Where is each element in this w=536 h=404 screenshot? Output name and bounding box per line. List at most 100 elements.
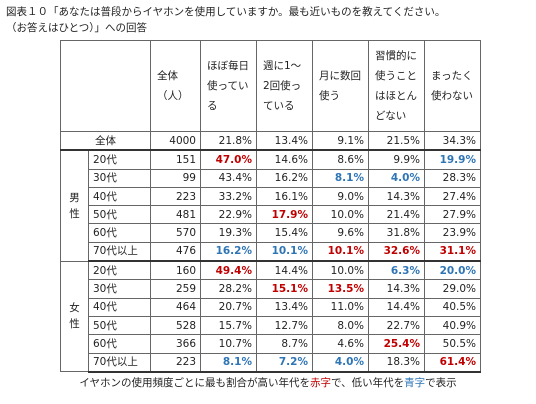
row-label: 70代以上: [88, 352, 151, 373]
note-part: 赤字: [310, 377, 332, 389]
cell: 4.0%: [312, 352, 369, 373]
row-label: 60代: [88, 223, 151, 243]
cell: 21.8%: [200, 131, 257, 152]
cell: 32.6%: [368, 241, 425, 263]
corner: [60, 40, 151, 132]
cell: 49.4%: [200, 260, 257, 281]
header-row: 全体（人） ほぼ毎日使っている 週に1～2回使っている 月に数回使う 習慣的に使うことは…: [60, 40, 481, 132]
data-row: 40代 464 20.7% 13.4% 11.0% 14.4% 40.5%: [61, 297, 481, 317]
cell: 366: [150, 334, 201, 354]
cell: 50.5%: [424, 334, 481, 354]
cell: 43.4%: [200, 168, 257, 188]
cell: 17.9%: [256, 205, 313, 225]
row-label: 40代: [88, 297, 151, 317]
cell: 23.9%: [424, 223, 481, 243]
table: 全体（人） ほぼ毎日使っている 週に1～2回使っている 月に数回使う 習慣的に使うことは…: [60, 40, 481, 373]
cell: 8.7%: [256, 334, 313, 354]
data-row: 60代 570 19.3% 15.4% 9.6% 31.8% 23.9%: [61, 223, 481, 243]
data-row: 女性 20代 160 49.4% 14.4% 10.0% 6.3% 20.0%: [60, 260, 481, 373]
note-part: イヤホンの使用頻度ごとに最も割合が高い年代を: [79, 377, 311, 389]
cell: 8.1%: [200, 352, 257, 373]
row-label: 60代: [88, 334, 151, 354]
cell: 16.2%: [256, 168, 313, 188]
row-label: 40代: [88, 186, 151, 207]
data-row: 男性 20代 151 47.0% 14.6% 8.6% 9.9% 19.9%: [60, 149, 481, 262]
cell: 160: [150, 260, 201, 281]
column-header: 週に1～2回使っている: [256, 40, 313, 132]
cell: 15.4%: [256, 223, 313, 243]
title: 図表１０「あなたは普段からイヤホンを使用していますか。最も近いものを教えてくださ…: [6, 4, 445, 36]
column-header: ほぼ毎日使っている: [200, 40, 257, 132]
cell: 20.0%: [424, 260, 481, 281]
cell: 21.4%: [368, 205, 425, 225]
data-row: 30代 99 43.4% 16.2% 8.1% 4.0% 28.3%: [61, 168, 481, 188]
cell: 570: [150, 223, 201, 243]
data-row: 50代 481 22.9% 17.9% 10.0% 21.4% 27.9%: [61, 205, 481, 225]
cell: 9.0%: [312, 186, 369, 207]
row-label: 70代以上: [88, 241, 151, 263]
cell: 20.7%: [200, 297, 257, 317]
data-row: 60代 366 10.7% 8.7% 4.6% 25.4% 50.5%: [61, 334, 481, 354]
note: イヤホンの使用頻度ごとに最も割合が高い年代を赤字で、低い年代を青字で表示: [0, 375, 536, 390]
row-label: 30代: [88, 168, 151, 188]
title-line: （お答えはひとつ）」への回答: [6, 22, 148, 34]
cell: 13.5%: [312, 279, 369, 299]
cell: 476: [150, 241, 201, 263]
cell: 14.3%: [368, 186, 425, 207]
cell: 11.0%: [312, 297, 369, 317]
cell: 25.4%: [368, 334, 425, 354]
cell: 19.9%: [424, 149, 481, 170]
cell: 9.1%: [312, 131, 369, 152]
data-row: 70代以上 223 8.1% 7.2% 4.0% 18.3% 61.4%: [61, 352, 481, 373]
cell: 29.0%: [424, 279, 481, 299]
cell: 16.2%: [200, 241, 257, 263]
cell: 18.3%: [368, 352, 425, 373]
cell: 9.9%: [368, 149, 425, 170]
cell: 15.1%: [256, 279, 313, 299]
cell: 464: [150, 297, 201, 317]
cell: 6.3%: [368, 260, 425, 281]
cell: 223: [150, 186, 201, 207]
cell: 10.7%: [200, 334, 257, 354]
cell: 19.3%: [200, 223, 257, 243]
cell: 15.7%: [200, 315, 257, 336]
cell: 10.0%: [312, 205, 369, 225]
cell: 31.1%: [424, 241, 481, 263]
cell: 4000: [150, 131, 201, 152]
group-label: 女性: [60, 260, 89, 373]
cell: 528: [150, 315, 201, 336]
group-label: 男性: [60, 149, 89, 262]
cell: 223: [150, 352, 201, 373]
cell: 22.7%: [368, 315, 425, 336]
column-header: 全体（人）: [150, 40, 201, 132]
row-label: 50代: [88, 205, 151, 225]
cell: 14.4%: [368, 297, 425, 317]
note-part: で表示: [425, 377, 457, 389]
cell: 12.7%: [256, 315, 313, 336]
cell: 22.9%: [200, 205, 257, 225]
cell: 14.3%: [368, 279, 425, 299]
column-header: 習慣的に使うことはほとんどない: [368, 40, 425, 132]
title-line: 図表１０「あなたは普段からイヤホンを使用していますか。最も近いものを教えてくださ…: [6, 6, 446, 18]
column-header: まったく使わない: [424, 40, 481, 132]
row-label: 30代: [88, 279, 151, 299]
column-header: 月に数回使う: [312, 40, 369, 132]
cell: 28.3%: [424, 168, 481, 188]
cell: 40.9%: [424, 315, 481, 336]
cell: 4.0%: [368, 168, 425, 188]
note-part: で、低い年代を: [331, 377, 405, 389]
cell: 4.6%: [312, 334, 369, 354]
total-row: 全体 4000 21.8% 13.4% 9.1% 21.5% 34.3%: [60, 131, 481, 152]
data-row: 50代 528 15.7% 12.7% 8.0% 22.7% 40.9%: [61, 315, 481, 336]
cell: 7.2%: [256, 352, 313, 373]
note-part: 青字: [404, 377, 426, 389]
cell: 151: [150, 149, 201, 170]
cell: 47.0%: [200, 149, 257, 170]
cell: 16.1%: [256, 186, 313, 207]
data-row: 40代 223 33.2% 16.1% 9.0% 14.3% 27.4%: [61, 186, 481, 207]
data-row: 30代 259 28.2% 15.1% 13.5% 14.3% 29.0%: [61, 279, 481, 299]
cell: 27.9%: [424, 205, 481, 225]
cell: 10.1%: [256, 241, 313, 263]
cell: 33.2%: [200, 186, 257, 207]
